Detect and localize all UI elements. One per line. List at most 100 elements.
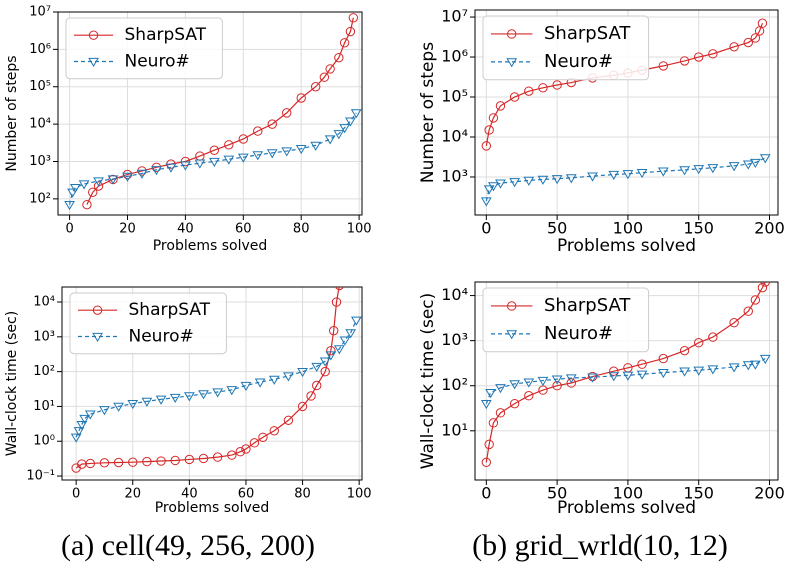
- x-tick-label: 0: [481, 484, 491, 503]
- x-tick-label: 0: [65, 222, 73, 237]
- marker: [760, 282, 770, 287]
- marker: [295, 145, 307, 155]
- marker: [707, 365, 719, 375]
- marker: [339, 124, 351, 134]
- marker: [169, 393, 181, 404]
- subplot: 10³ 10⁴ 10⁵ 10⁶ 10⁷ 0 50 100 150 200 Problems solv…: [418, 7, 785, 256]
- marker: [324, 135, 336, 145]
- marker: [69, 183, 81, 194]
- marker: [608, 170, 620, 181]
- marker: [76, 420, 88, 431]
- marker: [488, 113, 499, 123]
- marker: [679, 345, 690, 356]
- marker: [708, 49, 718, 59]
- legend-box: [69, 292, 227, 355]
- x-tick-label: 200: [754, 219, 785, 238]
- marker: [729, 42, 739, 52]
- marker: [141, 397, 153, 407]
- marker: [495, 179, 506, 189]
- plot-frame: [474, 281, 779, 481]
- marker: [483, 185, 495, 195]
- marker: [509, 178, 521, 188]
- marker: [70, 433, 82, 443]
- y-tick-label: 10⁻¹: [26, 469, 55, 484]
- marker: [749, 158, 761, 169]
- x-tick-label: 60: [238, 487, 255, 502]
- marker: [170, 455, 180, 466]
- marker: [506, 330, 518, 340]
- marker: [679, 367, 690, 377]
- marker: [224, 140, 234, 150]
- marker: [481, 457, 492, 468]
- marker: [227, 450, 237, 460]
- marker: [311, 362, 323, 373]
- marker: [339, 38, 350, 48]
- marker: [345, 117, 356, 127]
- legend-label: Neuro#: [544, 323, 613, 344]
- marker: [240, 381, 252, 391]
- x-tick-label: 60: [235, 222, 252, 237]
- y-tick-label: 10⁵: [29, 79, 51, 94]
- marker: [99, 406, 110, 416]
- marker: [657, 368, 669, 379]
- x-axis-label: Problems solved: [557, 498, 696, 518]
- marker: [334, 287, 344, 291]
- marker: [93, 177, 104, 187]
- marker: [552, 381, 562, 391]
- x-tick-label: 50: [547, 484, 567, 503]
- marker: [92, 305, 103, 315]
- marker: [282, 108, 292, 118]
- marker: [743, 37, 753, 48]
- marker: [325, 351, 337, 361]
- marker: [64, 201, 75, 211]
- legend-label: SharpSAT: [544, 295, 631, 316]
- marker: [209, 145, 220, 155]
- x-tick-label: 150: [683, 219, 714, 238]
- marker: [320, 366, 330, 377]
- legend-label: Neuro#: [544, 51, 613, 72]
- plot-area: [70, 287, 362, 473]
- marker: [759, 154, 771, 164]
- marker: [296, 93, 306, 103]
- marker: [78, 180, 90, 190]
- subplot: 10² 10³ 10⁴ 10⁵ 10⁶ 10⁷ 0 20 40 60 80 100 Problems s…: [4, 5, 372, 255]
- marker: [198, 453, 209, 464]
- marker: [223, 155, 235, 165]
- marker: [523, 176, 535, 186]
- marker: [679, 166, 690, 176]
- marker: [67, 188, 78, 198]
- marker: [495, 408, 506, 418]
- marker: [258, 432, 268, 442]
- marker: [312, 380, 322, 391]
- plot-frame: [61, 286, 363, 481]
- marker: [728, 363, 740, 373]
- marker: [750, 33, 761, 43]
- y-tick-label: 10⁵: [441, 87, 468, 106]
- y-tick-label: 10⁷: [441, 7, 468, 26]
- marker: [481, 141, 492, 151]
- marker: [253, 126, 263, 136]
- marker: [742, 361, 754, 371]
- marker: [488, 182, 499, 192]
- marker: [495, 101, 506, 111]
- series-line: [485, 282, 766, 463]
- y-tick-label: 10¹: [441, 420, 468, 439]
- x-tick-label: 0: [481, 219, 491, 238]
- series-line: [86, 17, 354, 205]
- x-tick-label: 20: [119, 222, 136, 237]
- marker: [84, 410, 96, 420]
- y-tick-label: 10³: [441, 330, 468, 349]
- marker: [742, 160, 754, 170]
- marker: [156, 456, 166, 466]
- marker: [142, 456, 152, 467]
- marker: [331, 297, 342, 307]
- marker: [566, 378, 576, 388]
- marker: [127, 400, 139, 410]
- marker: [622, 170, 634, 180]
- x-tick-label: 150: [683, 484, 714, 503]
- caption: (b) grid_wrld(10, 12): [472, 529, 728, 562]
- marker: [524, 86, 534, 96]
- x-tick-label: 100: [347, 487, 372, 502]
- marker: [506, 58, 518, 68]
